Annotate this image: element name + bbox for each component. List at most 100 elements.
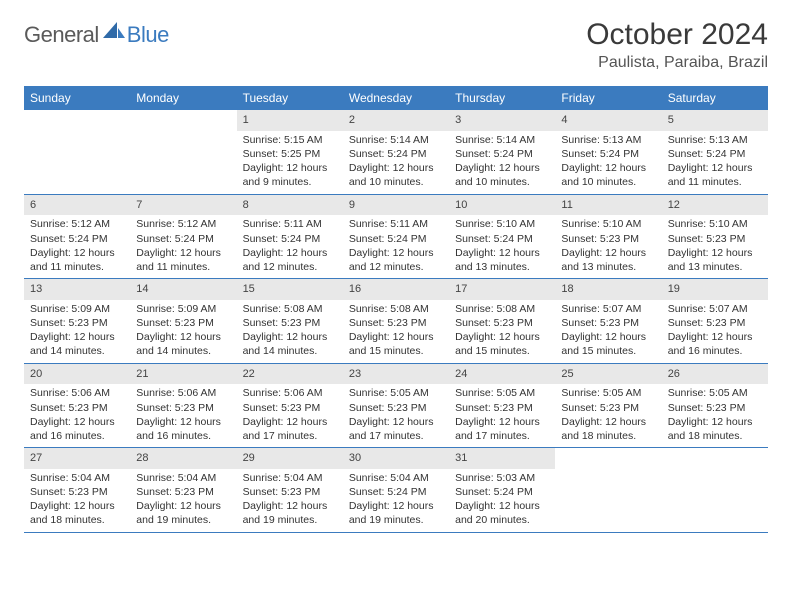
calendar-day-cell: 13Sunrise: 5:09 AMSunset: 5:23 PMDayligh… (24, 279, 130, 364)
daylight-line: Daylight: 12 hours and 11 minutes. (30, 246, 124, 274)
day-details: Sunrise: 5:06 AMSunset: 5:23 PMDaylight:… (24, 384, 130, 447)
day-details: Sunrise: 5:06 AMSunset: 5:23 PMDaylight:… (237, 384, 343, 447)
sunrise-line: Sunrise: 5:08 AM (349, 302, 443, 316)
daylight-line: Daylight: 12 hours and 10 minutes. (455, 161, 549, 189)
calendar-day-cell: 28Sunrise: 5:04 AMSunset: 5:23 PMDayligh… (130, 448, 236, 533)
sunrise-line: Sunrise: 5:05 AM (561, 386, 655, 400)
month-title: October 2024 (586, 18, 768, 52)
sunset-line: Sunset: 5:24 PM (243, 232, 337, 246)
day-header: Thursday (449, 86, 555, 110)
day-details: Sunrise: 5:10 AMSunset: 5:24 PMDaylight:… (449, 215, 555, 278)
day-header: Monday (130, 86, 236, 110)
sunrise-line: Sunrise: 5:14 AM (349, 133, 443, 147)
sunrise-line: Sunrise: 5:13 AM (561, 133, 655, 147)
day-number: 3 (449, 110, 555, 131)
logo-text-general: General (24, 22, 99, 48)
calendar-day-cell: 16Sunrise: 5:08 AMSunset: 5:23 PMDayligh… (343, 279, 449, 364)
day-details: Sunrise: 5:08 AMSunset: 5:23 PMDaylight:… (343, 300, 449, 363)
day-number: 8 (237, 195, 343, 216)
sunset-line: Sunset: 5:24 PM (349, 485, 443, 499)
daylight-line: Daylight: 12 hours and 19 minutes. (243, 499, 337, 527)
sunset-line: Sunset: 5:23 PM (243, 485, 337, 499)
sunrise-line: Sunrise: 5:09 AM (136, 302, 230, 316)
day-number: 20 (24, 364, 130, 385)
calendar-day-cell: 4Sunrise: 5:13 AMSunset: 5:24 PMDaylight… (555, 110, 661, 194)
sunrise-line: Sunrise: 5:05 AM (668, 386, 762, 400)
day-details: Sunrise: 5:09 AMSunset: 5:23 PMDaylight:… (24, 300, 130, 363)
sunrise-line: Sunrise: 5:10 AM (668, 217, 762, 231)
logo: General Blue (24, 18, 169, 48)
day-number: 14 (130, 279, 236, 300)
sunset-line: Sunset: 5:23 PM (30, 401, 124, 415)
sunrise-line: Sunrise: 5:12 AM (30, 217, 124, 231)
day-details: Sunrise: 5:15 AMSunset: 5:25 PMDaylight:… (237, 131, 343, 194)
day-number: 7 (130, 195, 236, 216)
day-number: 18 (555, 279, 661, 300)
calendar-day-cell: 15Sunrise: 5:08 AMSunset: 5:23 PMDayligh… (237, 279, 343, 364)
calendar-day-cell: 31Sunrise: 5:03 AMSunset: 5:24 PMDayligh… (449, 448, 555, 533)
day-details: Sunrise: 5:10 AMSunset: 5:23 PMDaylight:… (662, 215, 768, 278)
sunset-line: Sunset: 5:23 PM (561, 401, 655, 415)
daylight-line: Daylight: 12 hours and 19 minutes. (349, 499, 443, 527)
sunrise-line: Sunrise: 5:13 AM (668, 133, 762, 147)
sunset-line: Sunset: 5:24 PM (455, 147, 549, 161)
daylight-line: Daylight: 12 hours and 18 minutes. (561, 415, 655, 443)
sunset-line: Sunset: 5:23 PM (455, 316, 549, 330)
calendar-body: 1Sunrise: 5:15 AMSunset: 5:25 PMDaylight… (24, 110, 768, 532)
header: General Blue October 2024 Paulista, Para… (24, 18, 768, 72)
sunset-line: Sunset: 5:23 PM (243, 401, 337, 415)
day-details: Sunrise: 5:05 AMSunset: 5:23 PMDaylight:… (449, 384, 555, 447)
day-details: Sunrise: 5:04 AMSunset: 5:23 PMDaylight:… (237, 469, 343, 532)
sunset-line: Sunset: 5:24 PM (30, 232, 124, 246)
sunrise-line: Sunrise: 5:06 AM (30, 386, 124, 400)
daylight-line: Daylight: 12 hours and 17 minutes. (243, 415, 337, 443)
logo-text-blue: Blue (127, 22, 169, 48)
daylight-line: Daylight: 12 hours and 10 minutes. (561, 161, 655, 189)
day-details: Sunrise: 5:07 AMSunset: 5:23 PMDaylight:… (662, 300, 768, 363)
calendar-day-cell: 8Sunrise: 5:11 AMSunset: 5:24 PMDaylight… (237, 194, 343, 279)
calendar-day-cell: 9Sunrise: 5:11 AMSunset: 5:24 PMDaylight… (343, 194, 449, 279)
daylight-line: Daylight: 12 hours and 20 minutes. (455, 499, 549, 527)
calendar-empty-cell (130, 110, 236, 194)
sunrise-line: Sunrise: 5:06 AM (136, 386, 230, 400)
calendar-day-cell: 20Sunrise: 5:06 AMSunset: 5:23 PMDayligh… (24, 363, 130, 448)
day-number: 2 (343, 110, 449, 131)
sunrise-line: Sunrise: 5:05 AM (455, 386, 549, 400)
daylight-line: Daylight: 12 hours and 18 minutes. (30, 499, 124, 527)
day-details: Sunrise: 5:04 AMSunset: 5:23 PMDaylight:… (24, 469, 130, 532)
day-number: 12 (662, 195, 768, 216)
sunrise-line: Sunrise: 5:09 AM (30, 302, 124, 316)
day-number: 16 (343, 279, 449, 300)
day-details: Sunrise: 5:10 AMSunset: 5:23 PMDaylight:… (555, 215, 661, 278)
calendar-empty-cell (24, 110, 130, 194)
calendar-day-cell: 3Sunrise: 5:14 AMSunset: 5:24 PMDaylight… (449, 110, 555, 194)
sunrise-line: Sunrise: 5:10 AM (561, 217, 655, 231)
day-number: 25 (555, 364, 661, 385)
sunset-line: Sunset: 5:23 PM (455, 401, 549, 415)
calendar-day-cell: 10Sunrise: 5:10 AMSunset: 5:24 PMDayligh… (449, 194, 555, 279)
day-details: Sunrise: 5:05 AMSunset: 5:23 PMDaylight:… (343, 384, 449, 447)
sunset-line: Sunset: 5:23 PM (30, 316, 124, 330)
daylight-line: Daylight: 12 hours and 15 minutes. (561, 330, 655, 358)
day-details: Sunrise: 5:09 AMSunset: 5:23 PMDaylight:… (130, 300, 236, 363)
calendar-day-cell: 1Sunrise: 5:15 AMSunset: 5:25 PMDaylight… (237, 110, 343, 194)
calendar-day-cell: 2Sunrise: 5:14 AMSunset: 5:24 PMDaylight… (343, 110, 449, 194)
sunset-line: Sunset: 5:23 PM (668, 316, 762, 330)
day-number: 11 (555, 195, 661, 216)
daylight-line: Daylight: 12 hours and 11 minutes. (668, 161, 762, 189)
calendar-day-cell: 17Sunrise: 5:08 AMSunset: 5:23 PMDayligh… (449, 279, 555, 364)
day-header: Friday (555, 86, 661, 110)
day-details: Sunrise: 5:12 AMSunset: 5:24 PMDaylight:… (130, 215, 236, 278)
daylight-line: Daylight: 12 hours and 16 minutes. (668, 330, 762, 358)
sunset-line: Sunset: 5:24 PM (455, 232, 549, 246)
daylight-line: Daylight: 12 hours and 13 minutes. (455, 246, 549, 274)
day-details: Sunrise: 5:11 AMSunset: 5:24 PMDaylight:… (237, 215, 343, 278)
calendar-day-cell: 7Sunrise: 5:12 AMSunset: 5:24 PMDaylight… (130, 194, 236, 279)
day-number: 22 (237, 364, 343, 385)
daylight-line: Daylight: 12 hours and 14 minutes. (243, 330, 337, 358)
calendar-day-cell: 19Sunrise: 5:07 AMSunset: 5:23 PMDayligh… (662, 279, 768, 364)
daylight-line: Daylight: 12 hours and 13 minutes. (668, 246, 762, 274)
sunset-line: Sunset: 5:23 PM (349, 401, 443, 415)
day-details: Sunrise: 5:05 AMSunset: 5:23 PMDaylight:… (555, 384, 661, 447)
calendar-week-row: 20Sunrise: 5:06 AMSunset: 5:23 PMDayligh… (24, 363, 768, 448)
